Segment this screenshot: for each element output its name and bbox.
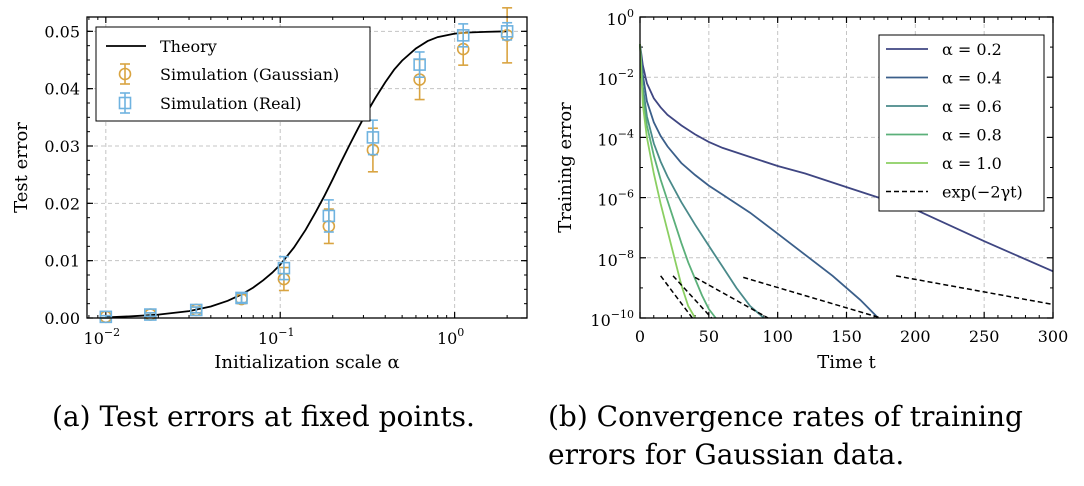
x-tick-label-b-4: 200 [900,327,931,346]
y-tick-label-a-5: 0.05 [44,22,80,41]
x-tick-label-b-5: 250 [969,327,1000,346]
square-marker [235,291,248,305]
legend-label-real: Simulation (Real) [160,94,301,113]
y-tick-label-b-4: 10−8 [597,248,634,270]
x-tick-label-a-0: 10−2 [84,326,121,348]
legend-label-b-2: α = 0.6 [942,97,1002,116]
legend-box-a [95,26,371,122]
y-tick-label-b-3: 10−6 [597,188,634,210]
training-curve-alpha-3 [639,44,717,319]
panel-b-training-error-chart: 0 50 100 150 200 250 300 100 10−2 10−4 10−6 10−8 10−… [555,7,1068,373]
real-point [144,308,157,321]
exp-rate-line-0 [660,275,693,319]
square-marker [189,303,203,317]
legend-label-b-4: α = 1.0 [942,154,1002,173]
legend-a: Theory Simulation (Gaussian) Simulation (R… [95,26,371,122]
x-tick-label-b-0: 0 [635,327,645,346]
x-axis-label-b: Time t [817,352,876,373]
real-point [235,291,248,305]
legend-label-b-5: exp(−2γt) [942,183,1023,202]
y-tick-label-b-2: 10−4 [597,127,634,149]
frame-a [86,16,528,319]
y-tick-label-b-1: 10−2 [597,67,634,89]
x-tick-label-b-2: 100 [762,327,793,346]
square-marker [456,29,470,42]
legend-label-b-0: α = 0.2 [942,40,1002,59]
x-tick-label-b-1: 50 [699,327,719,346]
theory-curve [105,30,508,319]
real-point [189,303,203,317]
square-marker [99,310,113,324]
y-tick-label-b-5: 10−10 [590,308,634,330]
real-point [277,255,291,281]
legend-b: α = 0.2 α = 0.4 α = 0.6 α = 0.8 α = 1.0 exp(−… [878,34,1045,212]
legend-box-b [878,34,1045,212]
x-tick-label-a-1: 10−1 [258,326,295,348]
real-point [500,21,514,41]
y-axis-label-a: Test error [11,122,32,213]
x-tick-label-b-3: 150 [831,327,862,346]
exp-rate-line-1 [672,275,713,319]
real-point [322,199,336,233]
y-tick-label-a-3: 0.03 [44,137,80,156]
legend-label-theory: Theory [160,37,217,56]
real-point [456,23,470,48]
panel-a-test-error-chart: 10−2 10−1 100 0.00 0.01 0.02 0.03 0.04 0.05 Initi… [11,7,528,373]
legend-swatch-square [118,96,132,110]
square-marker [366,131,380,144]
caption-a: (a) Test errors at fixed points. [52,400,475,433]
training-curve-alpha-4 [639,44,696,319]
exp-rate-line-2 [694,276,769,319]
legend-label-gaussian: Simulation (Gaussian) [160,65,339,84]
x-tick-label-b-6: 300 [1038,327,1069,346]
training-curve-alpha-1 [639,44,879,319]
legend-swatch-circle [118,67,132,81]
square-marker [322,209,336,223]
square-marker [144,308,157,321]
y-tick-label-b-0: 100 [607,7,634,29]
square-marker [277,261,291,275]
x-tick-label-a-2: 100 [437,326,464,348]
real-point [413,51,426,78]
y-tick-label-a-0: 0.00 [44,309,80,328]
y-axis-label-b: Training error [555,102,576,233]
x-axis-label-a: Initialization scale α [214,352,399,373]
y-tick-label-a-4: 0.04 [44,80,80,99]
exp-rate-line-4 [895,275,1054,306]
frame-b [639,16,1054,319]
real-point [366,119,380,156]
square-marker [500,25,514,38]
caption-b: (b) Convergence rates of training errors… [548,400,1023,471]
training-curve-alpha-2 [639,44,765,319]
square-marker [413,58,426,71]
y-tick-label-a-1: 0.01 [44,252,80,271]
y-tick-label-a-2: 0.02 [44,194,80,213]
legend-label-b-1: α = 0.4 [942,69,1002,88]
legend-label-b-3: α = 0.8 [942,126,1002,145]
